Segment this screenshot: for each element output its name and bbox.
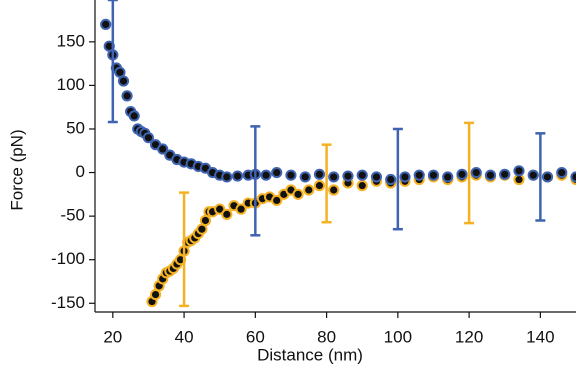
data-point xyxy=(142,132,155,144)
data-point xyxy=(117,75,130,87)
error-bar xyxy=(250,125,261,237)
data-point xyxy=(427,169,440,181)
data-point xyxy=(527,169,539,181)
data-point xyxy=(100,18,112,31)
data-point xyxy=(260,169,272,181)
x-tick-label: 80 xyxy=(317,327,336,346)
y-tick-label: -150 xyxy=(51,293,85,312)
data-point xyxy=(299,171,311,183)
error-bar xyxy=(535,132,546,222)
x-tick-label: 100 xyxy=(384,327,412,346)
error-bar xyxy=(107,0,118,124)
data-point xyxy=(313,168,326,180)
data-point xyxy=(484,169,497,181)
data-point xyxy=(413,169,425,181)
data-point xyxy=(157,143,169,155)
data-point xyxy=(499,168,511,180)
data-point xyxy=(541,171,554,183)
data-point xyxy=(570,171,576,183)
data-point xyxy=(128,110,140,122)
y-tick-label: -50 xyxy=(60,206,85,225)
y-tick-label: 150 xyxy=(57,31,85,50)
data-point xyxy=(556,166,568,179)
data-point xyxy=(214,203,226,215)
y-axis-label: Force (pN) xyxy=(7,129,26,210)
x-tick-label: 40 xyxy=(175,327,194,346)
data-point xyxy=(513,165,525,177)
y-tick-label: 100 xyxy=(57,75,85,94)
data-point xyxy=(356,169,368,181)
data-point xyxy=(399,171,411,183)
data-point xyxy=(470,166,482,179)
data-point xyxy=(285,169,297,181)
x-tick-label: 60 xyxy=(246,327,265,346)
error-bar xyxy=(392,127,403,231)
error-bar xyxy=(321,143,332,224)
y-tick-label: 50 xyxy=(66,118,85,137)
x-tick-label: 140 xyxy=(526,327,554,346)
data-point xyxy=(121,90,133,102)
data-point xyxy=(303,184,315,196)
data-point xyxy=(328,184,340,196)
x-tick-label: 120 xyxy=(455,327,483,346)
data-point xyxy=(235,203,247,215)
data-point xyxy=(456,168,468,180)
x-axis-label: Distance (nm) xyxy=(257,345,363,364)
error-bar xyxy=(464,121,475,225)
data-point xyxy=(221,208,233,220)
data-point xyxy=(442,171,454,183)
data-point xyxy=(356,180,368,192)
data-point xyxy=(328,171,340,183)
x-tick-label: 20 xyxy=(103,327,122,346)
error-bar xyxy=(179,191,190,308)
data-point xyxy=(271,194,283,207)
data-point xyxy=(221,171,233,183)
y-tick-label: 0 xyxy=(76,162,85,181)
data-point xyxy=(231,170,244,182)
y-tick-label: -100 xyxy=(51,249,85,268)
data-point xyxy=(370,171,383,183)
data-point xyxy=(342,170,354,182)
data-point xyxy=(292,188,304,200)
data-point xyxy=(271,166,283,179)
data-point xyxy=(385,173,397,186)
data-point xyxy=(313,180,326,192)
